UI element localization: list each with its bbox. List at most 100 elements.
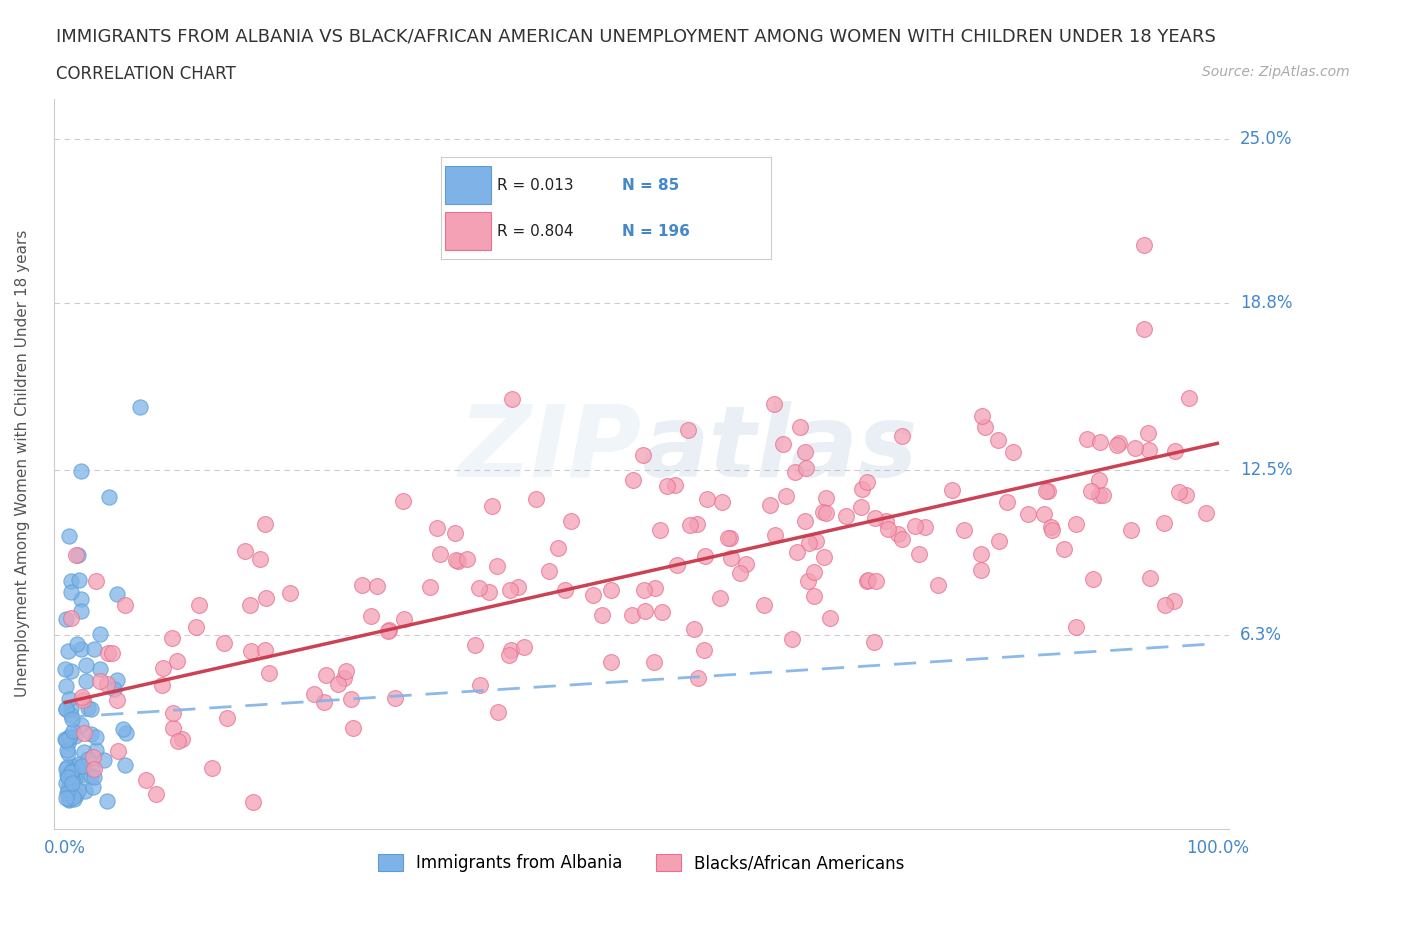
Point [858, 573, 880, 588]
Point [242, 795, 264, 810]
Point [170, 731, 193, 746]
Point [77, 700, 100, 715]
Point [720, 551, 742, 565]
Point [797, 536, 820, 551]
Point [506, 579, 529, 594]
Point [710, 495, 733, 510]
Point [803, 588, 825, 603]
Point [212, 635, 235, 650]
Point [56, 746, 79, 761]
Point [643, 654, 665, 669]
Point [856, 573, 879, 588]
Point [970, 547, 993, 562]
Point [240, 644, 263, 658]
Point [84, 729, 107, 744]
Point [235, 543, 257, 558]
Point [60, 711, 83, 726]
Point [96, 793, 118, 808]
Point [75, 658, 97, 672]
Point [55, 732, 77, 747]
Point [762, 396, 785, 411]
Text: 12.5%: 12.5% [1240, 461, 1292, 479]
Point [1108, 435, 1130, 450]
Point [70, 759, 93, 774]
Point [631, 447, 654, 462]
Point [974, 419, 997, 434]
Point [814, 490, 837, 505]
Point [254, 591, 277, 605]
Point [1167, 485, 1189, 499]
Point [1090, 434, 1112, 449]
Point [651, 604, 673, 619]
Point [62, 771, 84, 786]
Point [786, 544, 808, 559]
Point [513, 640, 536, 655]
Point [1119, 523, 1142, 538]
Point [360, 609, 382, 624]
Point [135, 772, 157, 787]
Point [1175, 487, 1198, 502]
Point [709, 591, 731, 605]
Point [648, 523, 671, 538]
Point [55, 612, 77, 627]
Point [696, 492, 718, 507]
Point [914, 520, 936, 535]
Point [1164, 444, 1187, 458]
Point [1035, 484, 1057, 498]
Point [253, 643, 276, 658]
Point [634, 604, 657, 618]
Point [58, 778, 80, 793]
Point [58, 791, 80, 806]
Point [591, 607, 613, 622]
Point [184, 619, 207, 634]
Point [693, 643, 716, 658]
Point [803, 565, 825, 579]
Point [55, 791, 77, 806]
Point [524, 491, 547, 506]
Point [481, 498, 503, 513]
Point [152, 660, 174, 675]
Text: 25.0%: 25.0% [1240, 129, 1292, 148]
Point [239, 598, 262, 613]
Point [1040, 523, 1063, 538]
Point [797, 574, 820, 589]
Point [1154, 598, 1177, 613]
Text: atlas: atlas [641, 401, 918, 498]
Point [60, 764, 83, 778]
Point [150, 677, 173, 692]
Point [66, 760, 89, 775]
Point [1195, 506, 1218, 521]
Text: ZIP: ZIP [458, 401, 641, 498]
Point [794, 460, 817, 475]
Point [58, 691, 80, 706]
Point [806, 534, 828, 549]
Point [1133, 237, 1156, 252]
Point [63, 729, 86, 744]
Point [70, 689, 93, 704]
Point [107, 743, 129, 758]
Point [55, 776, 77, 790]
Point [56, 786, 79, 801]
Point [278, 585, 301, 600]
Point [72, 692, 94, 707]
Point [101, 645, 124, 660]
Point [257, 666, 280, 681]
Point [1081, 572, 1104, 587]
Point [60, 584, 83, 599]
Point [60, 664, 83, 679]
Point [60, 574, 83, 589]
Point [468, 677, 491, 692]
Point [599, 655, 621, 670]
Point [105, 672, 128, 687]
Point [70, 768, 93, 783]
Point [941, 483, 963, 498]
Point [789, 419, 811, 434]
Point [166, 734, 188, 749]
Point [501, 392, 523, 406]
Point [392, 494, 415, 509]
Point [537, 565, 560, 579]
Text: CORRELATION CHART: CORRELATION CHART [56, 65, 236, 83]
Point [162, 706, 184, 721]
Point [1178, 391, 1201, 405]
Point [114, 758, 136, 773]
